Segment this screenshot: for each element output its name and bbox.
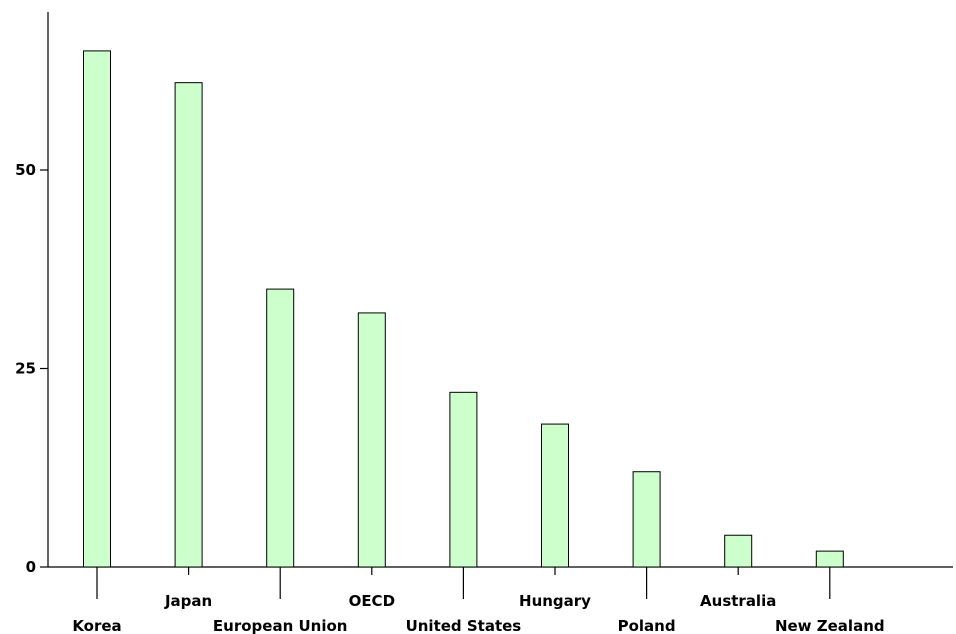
- y-tick-label: 0: [26, 558, 36, 576]
- bar-japan: [174, 82, 203, 568]
- category-label: OECD: [349, 592, 395, 610]
- category-label: Korea: [72, 617, 121, 634]
- category-label: Poland: [618, 617, 676, 634]
- bar-hungary: [541, 423, 569, 568]
- y-ticks: 0 25 50: [15, 161, 48, 576]
- bar-australia: [724, 534, 753, 568]
- category-label: Hungary: [519, 592, 591, 610]
- category-label: Australia: [700, 592, 776, 610]
- category-label: United States: [406, 617, 522, 634]
- bar-oecd: [357, 312, 386, 568]
- y-tick-label: 50: [15, 161, 36, 179]
- bar-poland: [632, 471, 661, 568]
- bars: [83, 50, 844, 568]
- category-label: New Zealand: [775, 617, 885, 634]
- bar-united-states: [449, 391, 478, 568]
- y-tick-label: 25: [15, 360, 36, 378]
- bar-new-zealand: [815, 550, 844, 568]
- bar-korea: [83, 50, 111, 568]
- bar-european-union: [266, 288, 295, 568]
- category-label: Japan: [164, 592, 212, 610]
- category-label: European Union: [213, 617, 348, 634]
